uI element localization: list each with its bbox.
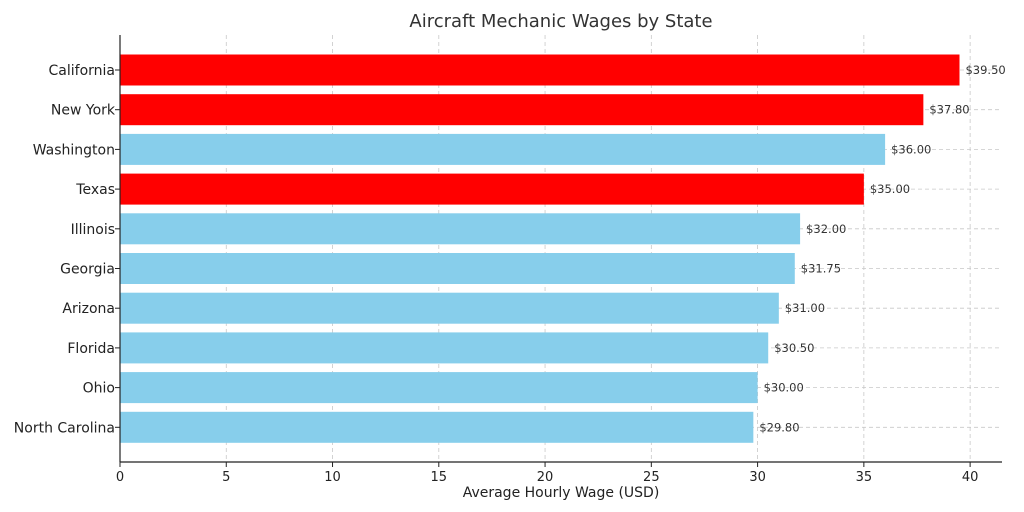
bar-georgia — [120, 253, 795, 284]
y-tick-label: Texas — [75, 182, 115, 198]
bar-new-york — [120, 94, 924, 126]
bar-illinois — [120, 213, 801, 245]
bar-north-carolina — [120, 411, 754, 443]
x-tick-label: 5 — [222, 470, 230, 485]
bar-value-label: $31.75 — [801, 262, 841, 276]
bar-florida — [120, 332, 769, 364]
y-tick-label: Washington — [33, 142, 115, 158]
bar-california — [120, 54, 960, 86]
bar-value-label: $30.00 — [764, 381, 804, 395]
x-tick-label: 25 — [643, 470, 660, 485]
y-tick-label: Georgia — [60, 262, 115, 278]
y-tick-label: Ohio — [83, 381, 115, 397]
x-tick-label: 30 — [749, 470, 766, 485]
bar-ohio — [120, 372, 758, 404]
x-tick-label: 15 — [431, 470, 448, 485]
bar-value-label: $39.50 — [965, 63, 1005, 77]
bar-value-label: $32.00 — [806, 222, 846, 236]
bar-arizona — [120, 292, 779, 324]
y-tick-label: Arizona — [62, 301, 115, 317]
bar-value-label: $30.50 — [774, 341, 814, 355]
bar-value-label: $36.00 — [891, 142, 931, 156]
x-tick-label: 35 — [856, 470, 873, 485]
bar-value-label: $35.00 — [870, 182, 910, 196]
bar-value-label: $37.80 — [929, 103, 969, 117]
y-tick-label: Illinois — [71, 222, 115, 238]
x-tick-label: 40 — [962, 470, 979, 485]
x-tick-label: 10 — [324, 470, 341, 485]
x-tick-label: 20 — [537, 470, 554, 485]
y-tick-label: California — [49, 63, 115, 79]
bar-texas — [120, 173, 864, 205]
y-tick-label: Florida — [67, 341, 115, 357]
bar-value-label: $29.80 — [759, 420, 799, 434]
bar-value-label: $31.00 — [785, 301, 825, 315]
y-tick-label: New York — [51, 103, 116, 119]
x-axis-label: Average Hourly Wage (USD) — [463, 485, 660, 501]
chart-title: Aircraft Mechanic Wages by State — [409, 11, 712, 32]
x-tick-label: 0 — [116, 470, 124, 485]
bar-washington — [120, 133, 886, 165]
y-tick-label: North Carolina — [14, 420, 115, 436]
